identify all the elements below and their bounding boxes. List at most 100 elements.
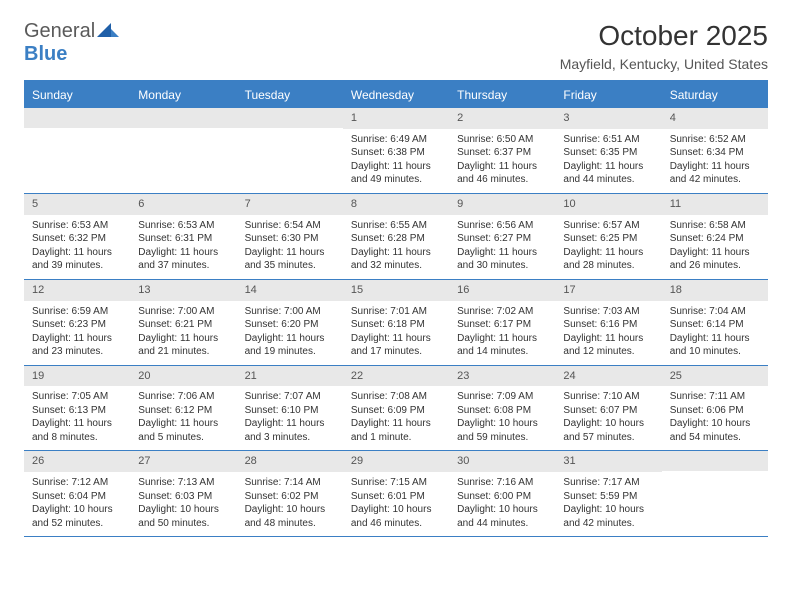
- day-cell: 31Sunrise: 7:17 AMSunset: 5:59 PMDayligh…: [555, 451, 661, 536]
- sunrise-text: Sunrise: 6:52 AM: [670, 133, 760, 147]
- day-cell: 9Sunrise: 6:56 AMSunset: 6:27 PMDaylight…: [449, 194, 555, 279]
- weeks-container: 1Sunrise: 6:49 AMSunset: 6:38 PMDaylight…: [24, 108, 768, 537]
- day-header: Tuesday: [237, 82, 343, 108]
- day-cell: 25Sunrise: 7:11 AMSunset: 6:06 PMDayligh…: [662, 366, 768, 451]
- day-content: Sunrise: 7:01 AMSunset: 6:18 PMDaylight:…: [343, 301, 449, 365]
- day-cell: 8Sunrise: 6:55 AMSunset: 6:28 PMDaylight…: [343, 194, 449, 279]
- logo-text-general: General: [24, 20, 95, 42]
- day-number: 22: [343, 366, 449, 387]
- daylight-text: Daylight: 11 hours and 21 minutes.: [138, 332, 228, 359]
- sunset-text: Sunset: 6:03 PM: [138, 490, 228, 504]
- day-cell: 18Sunrise: 7:04 AMSunset: 6:14 PMDayligh…: [662, 280, 768, 365]
- location-text: Mayfield, Kentucky, United States: [560, 56, 768, 72]
- sunrise-text: Sunrise: 7:02 AM: [457, 305, 547, 319]
- daylight-text: Daylight: 10 hours and 50 minutes.: [138, 503, 228, 530]
- day-cell: 7Sunrise: 6:54 AMSunset: 6:30 PMDaylight…: [237, 194, 343, 279]
- day-number: 28: [237, 451, 343, 472]
- sunrise-text: Sunrise: 6:50 AM: [457, 133, 547, 147]
- daylight-text: Daylight: 11 hours and 49 minutes.: [351, 160, 441, 187]
- day-cell: 21Sunrise: 7:07 AMSunset: 6:10 PMDayligh…: [237, 366, 343, 451]
- sunset-text: Sunset: 6:35 PM: [563, 146, 653, 160]
- daylight-text: Daylight: 11 hours and 26 minutes.: [670, 246, 760, 273]
- sunrise-text: Sunrise: 6:56 AM: [457, 219, 547, 233]
- day-cell: 22Sunrise: 7:08 AMSunset: 6:09 PMDayligh…: [343, 366, 449, 451]
- daylight-text: Daylight: 10 hours and 46 minutes.: [351, 503, 441, 530]
- daylight-text: Daylight: 11 hours and 12 minutes.: [563, 332, 653, 359]
- day-number: 29: [343, 451, 449, 472]
- day-content: Sunrise: 7:05 AMSunset: 6:13 PMDaylight:…: [24, 386, 130, 450]
- day-cell: 20Sunrise: 7:06 AMSunset: 6:12 PMDayligh…: [130, 366, 236, 451]
- sunrise-text: Sunrise: 6:57 AM: [563, 219, 653, 233]
- sunset-text: Sunset: 6:00 PM: [457, 490, 547, 504]
- sunset-text: Sunset: 6:10 PM: [245, 404, 335, 418]
- day-content: Sunrise: 6:59 AMSunset: 6:23 PMDaylight:…: [24, 301, 130, 365]
- day-number: 10: [555, 194, 661, 215]
- sunset-text: Sunset: 6:25 PM: [563, 232, 653, 246]
- daylight-text: Daylight: 11 hours and 14 minutes.: [457, 332, 547, 359]
- day-content: Sunrise: 7:07 AMSunset: 6:10 PMDaylight:…: [237, 386, 343, 450]
- day-cell: 29Sunrise: 7:15 AMSunset: 6:01 PMDayligh…: [343, 451, 449, 536]
- day-number: 16: [449, 280, 555, 301]
- daylight-text: Daylight: 11 hours and 8 minutes.: [32, 417, 122, 444]
- sunset-text: Sunset: 6:31 PM: [138, 232, 228, 246]
- day-cell: 13Sunrise: 7:00 AMSunset: 6:21 PMDayligh…: [130, 280, 236, 365]
- daylight-text: Daylight: 11 hours and 42 minutes.: [670, 160, 760, 187]
- sunrise-text: Sunrise: 7:07 AM: [245, 390, 335, 404]
- day-cell: 12Sunrise: 6:59 AMSunset: 6:23 PMDayligh…: [24, 280, 130, 365]
- sunset-text: Sunset: 6:30 PM: [245, 232, 335, 246]
- month-title: October 2025: [560, 20, 768, 52]
- sunrise-text: Sunrise: 7:11 AM: [670, 390, 760, 404]
- day-number: 8: [343, 194, 449, 215]
- week-row: 1Sunrise: 6:49 AMSunset: 6:38 PMDaylight…: [24, 108, 768, 194]
- day-content: Sunrise: 7:00 AMSunset: 6:20 PMDaylight:…: [237, 301, 343, 365]
- day-cell: 2Sunrise: 6:50 AMSunset: 6:37 PMDaylight…: [449, 108, 555, 193]
- day-content: Sunrise: 6:49 AMSunset: 6:38 PMDaylight:…: [343, 129, 449, 193]
- sunset-text: Sunset: 6:04 PM: [32, 490, 122, 504]
- day-number: 23: [449, 366, 555, 387]
- day-content: Sunrise: 7:06 AMSunset: 6:12 PMDaylight:…: [130, 386, 236, 450]
- day-content: Sunrise: 6:54 AMSunset: 6:30 PMDaylight:…: [237, 215, 343, 279]
- sunrise-text: Sunrise: 7:08 AM: [351, 390, 441, 404]
- day-cell: [662, 451, 768, 536]
- day-cell: [24, 108, 130, 193]
- day-cell: 30Sunrise: 7:16 AMSunset: 6:00 PMDayligh…: [449, 451, 555, 536]
- day-cell: [130, 108, 236, 193]
- day-content: Sunrise: 7:13 AMSunset: 6:03 PMDaylight:…: [130, 472, 236, 536]
- sunrise-text: Sunrise: 7:16 AM: [457, 476, 547, 490]
- sunset-text: Sunset: 6:01 PM: [351, 490, 441, 504]
- day-cell: 19Sunrise: 7:05 AMSunset: 6:13 PMDayligh…: [24, 366, 130, 451]
- sunset-text: Sunset: 6:28 PM: [351, 232, 441, 246]
- sunset-text: Sunset: 6:12 PM: [138, 404, 228, 418]
- title-block: October 2025 Mayfield, Kentucky, United …: [560, 20, 768, 72]
- day-number-empty: [130, 108, 236, 128]
- header: General Blue October 2025 Mayfield, Kent…: [24, 20, 768, 72]
- sunrise-text: Sunrise: 7:09 AM: [457, 390, 547, 404]
- day-number: 2: [449, 108, 555, 129]
- day-cell: 14Sunrise: 7:00 AMSunset: 6:20 PMDayligh…: [237, 280, 343, 365]
- daylight-text: Daylight: 11 hours and 39 minutes.: [32, 246, 122, 273]
- day-number: 12: [24, 280, 130, 301]
- day-number-empty: [24, 108, 130, 128]
- sunrise-text: Sunrise: 6:51 AM: [563, 133, 653, 147]
- sunrise-text: Sunrise: 6:54 AM: [245, 219, 335, 233]
- day-number: 18: [662, 280, 768, 301]
- sunset-text: Sunset: 6:20 PM: [245, 318, 335, 332]
- sunrise-text: Sunrise: 6:55 AM: [351, 219, 441, 233]
- day-content: Sunrise: 7:10 AMSunset: 6:07 PMDaylight:…: [555, 386, 661, 450]
- sunset-text: Sunset: 6:14 PM: [670, 318, 760, 332]
- day-cell: 26Sunrise: 7:12 AMSunset: 6:04 PMDayligh…: [24, 451, 130, 536]
- day-cell: 28Sunrise: 7:14 AMSunset: 6:02 PMDayligh…: [237, 451, 343, 536]
- day-number-empty: [237, 108, 343, 128]
- logo-text-blue: Blue: [24, 43, 67, 65]
- week-row: 5Sunrise: 6:53 AMSunset: 6:32 PMDaylight…: [24, 194, 768, 280]
- day-content: Sunrise: 6:52 AMSunset: 6:34 PMDaylight:…: [662, 129, 768, 193]
- daylight-text: Daylight: 10 hours and 59 minutes.: [457, 417, 547, 444]
- day-number: 31: [555, 451, 661, 472]
- sunset-text: Sunset: 6:27 PM: [457, 232, 547, 246]
- daylight-text: Daylight: 11 hours and 17 minutes.: [351, 332, 441, 359]
- day-header: Monday: [130, 82, 236, 108]
- sunrise-text: Sunrise: 7:17 AM: [563, 476, 653, 490]
- day-cell: 23Sunrise: 7:09 AMSunset: 6:08 PMDayligh…: [449, 366, 555, 451]
- sunset-text: Sunset: 6:06 PM: [670, 404, 760, 418]
- sunrise-text: Sunrise: 7:03 AM: [563, 305, 653, 319]
